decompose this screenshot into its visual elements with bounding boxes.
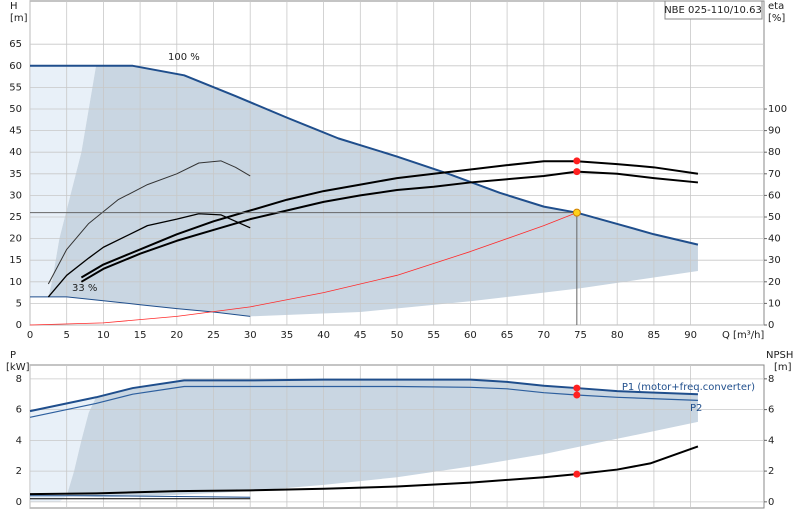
x-tick-label: 75	[574, 330, 587, 341]
operating-point	[573, 470, 581, 478]
annotation: 100 %	[168, 52, 200, 63]
operating-area	[30, 65, 97, 297]
x-tick-label: 45	[354, 330, 367, 341]
y-tick-label: 60	[9, 61, 22, 72]
y-tick-label: 55	[9, 82, 22, 93]
y2-label: eta	[768, 1, 784, 12]
y-unit: [m]	[10, 13, 28, 24]
y-tick-label: 15	[9, 255, 22, 266]
y-tick-label: 8	[16, 374, 22, 385]
y2-tick-label: 70	[768, 169, 781, 180]
y2-tick-label: 8	[768, 374, 774, 385]
x-tick-label: 85	[648, 330, 661, 341]
curve	[47, 160, 251, 285]
y-label: P	[10, 350, 16, 361]
y2-tick-label: 100	[768, 104, 787, 115]
y2-tick-label: 10	[768, 298, 781, 309]
x-tick-label: 0	[27, 330, 33, 341]
curve	[29, 212, 577, 326]
operating-point	[573, 391, 581, 399]
y-tick-label: 4	[16, 435, 22, 446]
y2-unit: [m]	[774, 362, 792, 373]
model-box	[664, 0, 763, 20]
operating-point	[572, 208, 581, 217]
curve	[29, 385, 698, 418]
y-tick-label: 40	[9, 147, 22, 158]
y-tick-label: 30	[9, 190, 22, 201]
y-tick-label: 10	[9, 277, 22, 288]
x-tick-label: 80	[611, 330, 624, 341]
y2-tick-label: 2	[768, 466, 774, 477]
x-tick-label: 20	[170, 330, 183, 341]
curve	[80, 170, 699, 283]
y-tick-label: 20	[9, 234, 22, 245]
y-tick-label: 0	[16, 497, 22, 508]
x-tick-label: 15	[134, 330, 147, 341]
y-tick-label: 5	[16, 298, 22, 309]
operating-area	[66, 379, 698, 498]
y-tick-label: 6	[16, 405, 22, 416]
operating-point	[573, 384, 581, 392]
x-tick-label: 70	[537, 330, 550, 341]
y2-tick-label: 20	[768, 277, 781, 288]
y-tick-label: 45	[9, 126, 22, 137]
y-label: H	[10, 1, 18, 12]
curve	[47, 213, 251, 298]
y-tick-label: 50	[9, 104, 22, 115]
operating-area	[48, 65, 698, 317]
curve	[30, 64, 699, 246]
x-tick-label: 50	[391, 330, 404, 341]
y2-tick-label: 30	[768, 255, 781, 266]
x-tick-label: 60	[464, 330, 477, 341]
annotation: 33 %	[72, 283, 97, 294]
x-tick-label: 65	[501, 330, 514, 341]
operating-area	[30, 397, 97, 502]
y-tick-label: 35	[9, 169, 22, 180]
y2-tick-label: 6	[768, 405, 774, 416]
y-unit: [kW]	[6, 362, 30, 373]
y-tick-label: 2	[16, 466, 22, 477]
x-tick-label: 35	[281, 330, 294, 341]
y-tick-label: 65	[9, 39, 22, 50]
y2-tick-label: 50	[768, 212, 781, 223]
x-tick-label: 90	[684, 330, 697, 341]
x-tick-label: 30	[244, 330, 257, 341]
y2-unit: [%]	[768, 13, 785, 24]
y2-tick-label: 0	[768, 320, 774, 331]
x-label: Q [m³/h]	[722, 330, 764, 341]
x-tick-label: 55	[427, 330, 440, 341]
x-tick-label: 5	[64, 330, 70, 341]
y-tick-label: 25	[9, 212, 22, 223]
operating-point	[573, 157, 581, 165]
y2-tick-label: 80	[768, 147, 781, 158]
y-tick-label: 0	[16, 320, 22, 331]
y2-tick-label: 4	[768, 435, 774, 446]
legend-label: P2	[690, 403, 702, 414]
x-tick-label: 25	[207, 330, 220, 341]
curve	[30, 495, 251, 498]
y2-tick-label: 60	[768, 190, 781, 201]
y2-label: NPSH	[766, 350, 793, 361]
model-name: NBE 025-110/10.63	[664, 5, 762, 16]
x-tick-label: 40	[317, 330, 330, 341]
curve	[30, 296, 251, 317]
y2-tick-label: 90	[768, 126, 781, 137]
y2-tick-label: 40	[768, 234, 781, 245]
x-tick-label: 10	[97, 330, 110, 341]
y2-tick-label: 0	[768, 497, 774, 508]
curve	[80, 160, 699, 279]
operating-point	[573, 168, 581, 176]
legend-label: P1 (motor+freq.converter)	[622, 382, 755, 393]
curve	[29, 445, 699, 496]
